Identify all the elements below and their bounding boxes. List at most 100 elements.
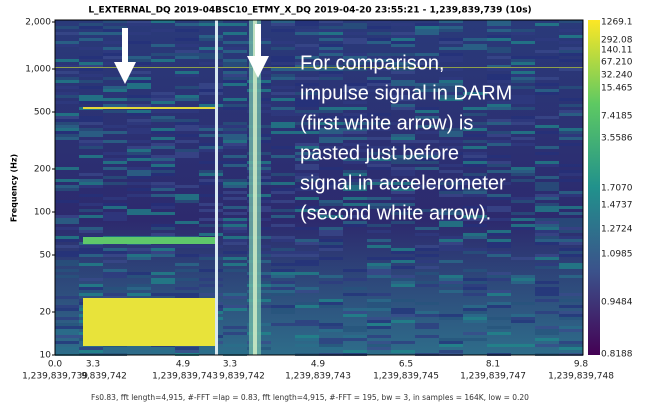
texture bbox=[415, 245, 439, 248]
texture bbox=[511, 173, 535, 176]
texture bbox=[463, 164, 487, 167]
footer: Fs0.83, fft length=4,915, #-FFT =lap = 0… bbox=[91, 393, 529, 402]
texture bbox=[559, 299, 583, 302]
texture bbox=[535, 116, 559, 119]
texture bbox=[463, 173, 487, 176]
yellow-line bbox=[83, 107, 215, 109]
texture bbox=[103, 53, 127, 56]
texture bbox=[367, 56, 391, 59]
texture bbox=[367, 167, 391, 170]
texture bbox=[391, 167, 415, 170]
texture bbox=[535, 221, 559, 224]
texture bbox=[223, 197, 247, 200]
texture bbox=[367, 53, 391, 56]
texture bbox=[271, 62, 295, 65]
texture bbox=[487, 68, 511, 71]
texture bbox=[175, 197, 199, 200]
texture bbox=[391, 275, 415, 278]
texture bbox=[295, 254, 319, 257]
texture bbox=[199, 179, 223, 182]
texture bbox=[463, 233, 487, 236]
texture bbox=[463, 107, 487, 110]
texture bbox=[463, 176, 487, 179]
texture bbox=[319, 20, 343, 23]
title: L_EXTERNAL_DQ 2019-04BSC10_ETMY_X_DQ 201… bbox=[88, 6, 531, 16]
texture bbox=[175, 149, 199, 152]
texture bbox=[223, 122, 247, 125]
texture bbox=[175, 278, 199, 281]
texture bbox=[319, 53, 343, 56]
texture bbox=[103, 260, 127, 263]
texture bbox=[151, 119, 175, 122]
x-tick-label: 3.3 bbox=[86, 360, 100, 370]
texture bbox=[319, 29, 343, 32]
texture bbox=[343, 173, 367, 176]
texture bbox=[127, 131, 151, 134]
texture bbox=[463, 287, 487, 290]
texture bbox=[55, 95, 79, 98]
texture bbox=[535, 146, 559, 149]
texture bbox=[103, 254, 127, 257]
texture bbox=[439, 26, 463, 29]
texture bbox=[463, 188, 487, 191]
texture bbox=[391, 134, 415, 137]
texture bbox=[535, 224, 559, 227]
y-tick-label: 500 bbox=[34, 108, 51, 118]
texture bbox=[223, 41, 247, 44]
texture bbox=[367, 347, 391, 350]
texture bbox=[487, 194, 511, 197]
texture bbox=[559, 341, 583, 344]
texture bbox=[55, 200, 79, 203]
texture bbox=[463, 338, 487, 341]
texture bbox=[439, 83, 463, 86]
texture bbox=[559, 242, 583, 245]
texture bbox=[175, 23, 199, 26]
y-axis-label: Frequency (Hz) bbox=[10, 154, 19, 222]
texture bbox=[127, 71, 151, 74]
texture bbox=[415, 335, 439, 338]
texture bbox=[391, 32, 415, 35]
texture bbox=[487, 104, 511, 107]
texture bbox=[151, 182, 175, 185]
texture bbox=[367, 128, 391, 131]
texture bbox=[127, 119, 151, 122]
texture bbox=[343, 107, 367, 110]
texture bbox=[271, 251, 295, 254]
texture bbox=[391, 158, 415, 161]
texture bbox=[319, 146, 343, 149]
texture bbox=[175, 134, 199, 137]
texture bbox=[199, 146, 223, 149]
texture bbox=[487, 56, 511, 59]
texture bbox=[295, 305, 319, 308]
texture bbox=[55, 296, 79, 299]
texture bbox=[559, 104, 583, 107]
texture bbox=[223, 227, 247, 230]
texture bbox=[535, 92, 559, 95]
texture bbox=[151, 29, 175, 32]
texture bbox=[55, 239, 79, 242]
texture bbox=[487, 251, 511, 254]
texture bbox=[463, 161, 487, 164]
texture bbox=[151, 212, 175, 215]
texture bbox=[415, 83, 439, 86]
texture bbox=[271, 263, 295, 266]
texture bbox=[367, 152, 391, 155]
texture bbox=[55, 116, 79, 119]
texture bbox=[127, 188, 151, 191]
texture bbox=[103, 152, 127, 155]
texture bbox=[175, 200, 199, 203]
texture bbox=[367, 266, 391, 269]
texture bbox=[199, 134, 223, 137]
texture bbox=[487, 209, 511, 212]
texture bbox=[391, 83, 415, 86]
texture bbox=[415, 323, 439, 326]
texture bbox=[535, 290, 559, 293]
texture bbox=[415, 266, 439, 269]
colorbar-tick-label: 292.08 bbox=[601, 36, 633, 46]
texture bbox=[199, 89, 223, 92]
texture bbox=[295, 44, 319, 47]
texture bbox=[415, 152, 439, 155]
texture bbox=[127, 293, 151, 296]
texture bbox=[271, 86, 295, 89]
texture bbox=[463, 293, 487, 296]
